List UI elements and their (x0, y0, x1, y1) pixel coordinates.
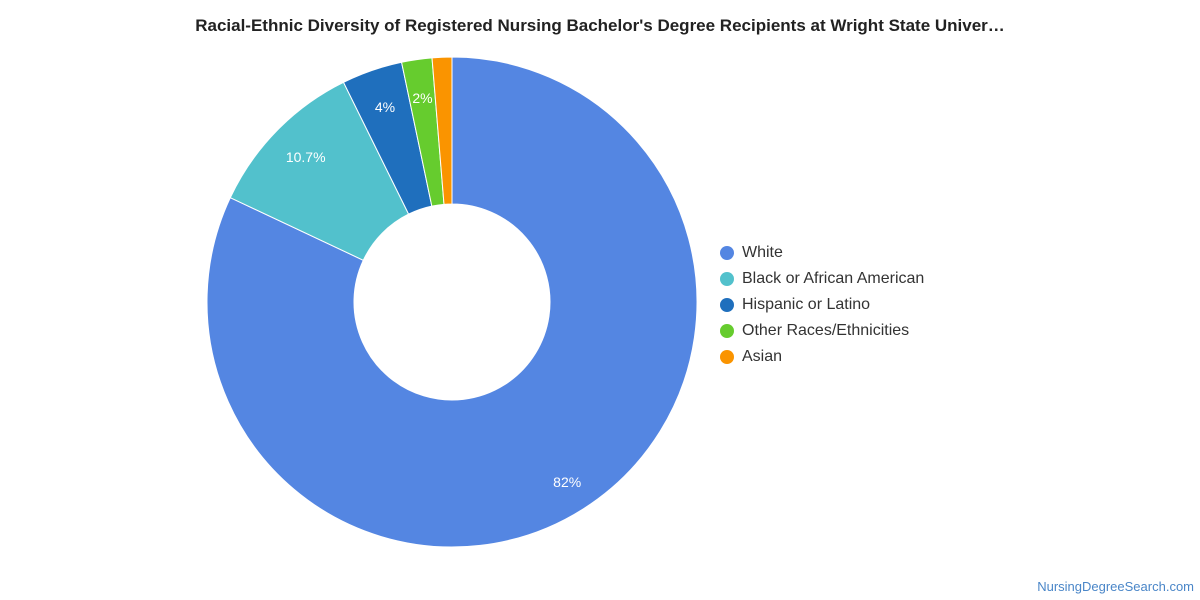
legend-swatch (720, 298, 734, 312)
legend-item-other-races-ethnicities[interactable]: Other Races/Ethnicities (720, 318, 924, 344)
slice-label-black-or-african-american: 10.7% (286, 149, 326, 165)
slice-label-white: 82% (553, 474, 581, 490)
slice-black-or-african-american[interactable] (229, 81, 410, 261)
legend-item-hispanic-or-latino[interactable]: Hispanic or Latino (720, 292, 924, 318)
legend: White Black or African American Hispanic o… (720, 240, 924, 370)
legend-swatch (720, 350, 734, 364)
slice-label-hispanic-or-latino: 4% (375, 99, 395, 115)
slice-asian[interactable] (431, 56, 453, 205)
legend-label: White (742, 244, 783, 261)
legend-swatch (720, 324, 734, 338)
slices-group (206, 56, 698, 548)
chart-title: Racial-Ethnic Diversity of Registered Nu… (195, 16, 1005, 35)
legend-item-asian[interactable]: Asian (720, 344, 924, 370)
legend-label: Black or African American (742, 270, 925, 287)
slice-label-other-races-ethnicities: 2% (412, 90, 432, 106)
legend-label: Other Races/Ethnicities (742, 322, 910, 339)
legend-swatch (720, 246, 734, 260)
source-footer[interactable]: NursingDegreeSearch.com (1037, 579, 1194, 594)
slice-white[interactable] (206, 56, 698, 548)
legend-swatch (720, 272, 734, 286)
legend-label: Asian (742, 348, 783, 365)
legend-label: Hispanic or Latino (742, 296, 871, 313)
slice-labels-group: 82% 10.7% 4% 2% (286, 90, 581, 490)
legend-item-black-or-african-american[interactable]: Black or African American (720, 266, 924, 292)
legend-item-white[interactable]: White (720, 240, 924, 266)
